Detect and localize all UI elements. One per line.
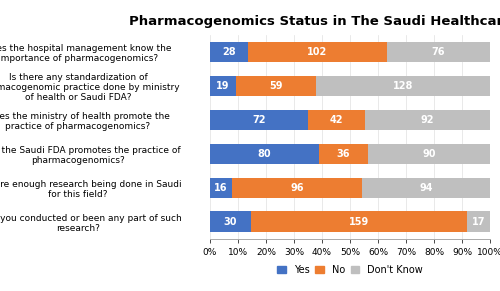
- Text: 30: 30: [224, 217, 237, 227]
- Bar: [316, 76, 490, 96]
- Bar: [362, 178, 490, 198]
- Bar: [365, 110, 490, 130]
- Text: 92: 92: [420, 115, 434, 125]
- Text: 102: 102: [308, 47, 328, 57]
- Text: 94: 94: [420, 183, 433, 193]
- Text: 19: 19: [216, 81, 230, 91]
- Text: 17: 17: [472, 217, 485, 227]
- Bar: [236, 76, 316, 96]
- Bar: [210, 178, 232, 198]
- Text: 28: 28: [222, 47, 236, 57]
- Text: 42: 42: [330, 115, 343, 125]
- Bar: [251, 212, 467, 232]
- Text: 76: 76: [432, 47, 445, 57]
- Text: 36: 36: [336, 149, 350, 159]
- Legend: Yes, No, Don't Know: Yes, No, Don't Know: [273, 261, 427, 278]
- Bar: [210, 76, 236, 96]
- Bar: [386, 42, 490, 62]
- Text: 96: 96: [290, 183, 304, 193]
- Text: 72: 72: [252, 115, 266, 125]
- Text: 59: 59: [269, 81, 282, 91]
- Bar: [308, 110, 365, 130]
- Text: 90: 90: [422, 149, 436, 159]
- Text: 159: 159: [348, 217, 369, 227]
- Bar: [318, 143, 368, 164]
- Text: 16: 16: [214, 183, 228, 193]
- Text: 128: 128: [393, 81, 413, 91]
- Bar: [210, 42, 248, 62]
- Text: 80: 80: [258, 149, 271, 159]
- Bar: [368, 143, 490, 164]
- Bar: [210, 212, 251, 232]
- Bar: [248, 42, 386, 62]
- Bar: [210, 110, 308, 130]
- Bar: [467, 212, 490, 232]
- Bar: [210, 143, 318, 164]
- Title: Pharmacogenomics Status in The Saudi Healthcare System: Pharmacogenomics Status in The Saudi Hea…: [128, 15, 500, 28]
- Bar: [232, 178, 362, 198]
